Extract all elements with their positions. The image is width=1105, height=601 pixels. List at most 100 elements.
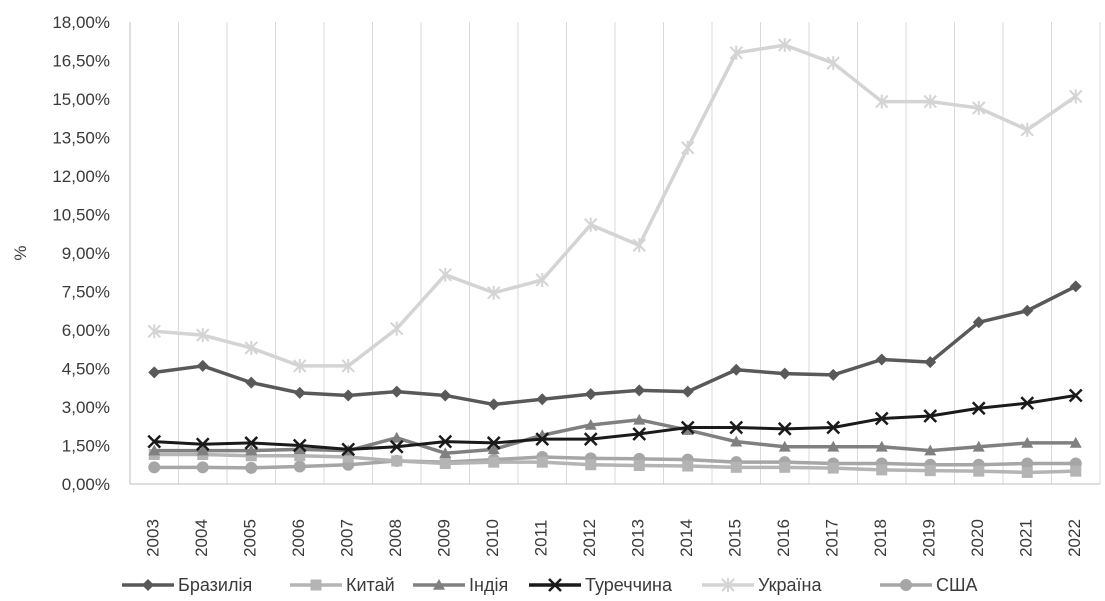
point-marker bbox=[583, 432, 598, 446]
point-marker bbox=[1021, 457, 1034, 470]
point-marker bbox=[1021, 466, 1033, 478]
point-marker bbox=[876, 464, 888, 476]
y-tick-label: 16,50% bbox=[52, 52, 110, 71]
point-marker bbox=[875, 353, 888, 366]
point-marker bbox=[245, 444, 258, 456]
series-line bbox=[154, 43, 1077, 368]
x-tick-label: 2018 bbox=[871, 519, 890, 557]
point-marker bbox=[681, 385, 694, 398]
marker-stroke bbox=[826, 420, 841, 435]
marker-stroke bbox=[195, 437, 210, 452]
point-marker bbox=[390, 431, 403, 443]
point-marker bbox=[777, 421, 792, 436]
axes bbox=[129, 22, 1100, 485]
point-marker bbox=[294, 450, 306, 462]
x-tick-label: 2010 bbox=[483, 519, 502, 557]
x-tick-label: 2022 bbox=[1065, 519, 1084, 557]
x-tick-label: 2016 bbox=[774, 519, 793, 557]
x-tick-labels: 2003 2004 2005 2006 2007 2008 2009 2010 2011 2012… bbox=[144, 519, 1085, 557]
point-marker bbox=[142, 579, 154, 591]
legend-label: США bbox=[936, 575, 978, 595]
point-marker bbox=[310, 579, 322, 591]
point-marker bbox=[433, 579, 445, 590]
x-tick-label: 2009 bbox=[435, 519, 454, 557]
marker-stroke bbox=[147, 434, 162, 449]
point-marker bbox=[923, 409, 938, 423]
marker-stroke bbox=[874, 411, 889, 426]
legend-label: Україна bbox=[758, 575, 822, 595]
point-marker bbox=[196, 461, 209, 474]
point-marker bbox=[584, 217, 598, 232]
marker-stroke bbox=[548, 578, 562, 592]
point-marker bbox=[196, 359, 209, 372]
point-marker bbox=[147, 434, 162, 449]
series-x bbox=[147, 388, 1083, 457]
x-tick-label: 2017 bbox=[823, 519, 842, 557]
legend-item: США bbox=[880, 575, 978, 595]
point-marker bbox=[245, 450, 257, 462]
series-diamond bbox=[148, 280, 1082, 411]
y-tick-label: 3,00% bbox=[62, 398, 110, 417]
x-tick-label: 2011 bbox=[532, 520, 551, 557]
series-line bbox=[154, 393, 1076, 451]
marker-stroke bbox=[486, 436, 501, 450]
marker-stroke bbox=[680, 420, 695, 435]
point-marker bbox=[390, 385, 403, 398]
y-tick-label: 6,00% bbox=[62, 321, 110, 340]
point-marker bbox=[196, 444, 209, 456]
x-tick-label: 2019 bbox=[920, 519, 939, 557]
point-marker bbox=[923, 94, 937, 109]
point-marker bbox=[147, 324, 161, 339]
point-marker bbox=[584, 388, 597, 401]
point-marker bbox=[680, 420, 695, 435]
point-marker bbox=[633, 460, 645, 472]
y-tick-label: 4,50% bbox=[62, 360, 110, 379]
y-tick-label: 15,00% bbox=[52, 90, 110, 109]
point-marker bbox=[778, 367, 791, 380]
legend-item: Бразилія bbox=[122, 575, 252, 595]
point-marker bbox=[632, 427, 647, 441]
series-line bbox=[154, 418, 1076, 455]
legend-item: Україна bbox=[702, 575, 822, 595]
point-marker bbox=[1020, 396, 1035, 411]
point-marker bbox=[721, 578, 735, 592]
point-marker bbox=[633, 413, 646, 425]
x-tick-label: 2021 bbox=[1017, 519, 1036, 557]
series-lines bbox=[147, 38, 1083, 478]
x-tick-label: 2003 bbox=[144, 519, 163, 557]
point-marker bbox=[293, 443, 306, 455]
marker-stroke bbox=[292, 438, 307, 453]
point-marker bbox=[826, 420, 841, 435]
point-marker bbox=[536, 393, 549, 406]
point-marker bbox=[730, 461, 742, 473]
point-marker bbox=[293, 358, 307, 373]
point-marker bbox=[778, 440, 791, 452]
y-tick-label: 18,00% bbox=[52, 13, 110, 32]
point-marker bbox=[488, 456, 500, 468]
x-tick-label: 2013 bbox=[629, 519, 648, 557]
point-marker bbox=[827, 440, 840, 452]
legend-item: Індія bbox=[413, 575, 508, 595]
series-star bbox=[147, 38, 1083, 373]
point-marker bbox=[827, 368, 840, 381]
point-marker bbox=[342, 389, 355, 402]
vertical-gridlines bbox=[129, 22, 1101, 484]
marker-stroke bbox=[389, 439, 404, 454]
point-marker bbox=[973, 465, 985, 477]
legend-label: Індія bbox=[469, 575, 508, 595]
point-marker bbox=[924, 444, 937, 456]
marker-stroke bbox=[632, 427, 647, 441]
legend-item: Туреччина bbox=[529, 575, 673, 595]
marker-stroke bbox=[583, 432, 598, 446]
point-marker bbox=[245, 376, 258, 389]
point-marker bbox=[779, 461, 791, 473]
point-marker bbox=[778, 38, 792, 53]
point-marker bbox=[729, 45, 743, 60]
point-marker bbox=[972, 100, 986, 115]
x-tick-label: 2008 bbox=[386, 519, 405, 557]
point-marker bbox=[1021, 304, 1034, 317]
x-tick-label: 2006 bbox=[289, 519, 308, 557]
series-line bbox=[154, 455, 1076, 470]
marker-stroke bbox=[729, 420, 744, 435]
point-marker bbox=[487, 285, 501, 300]
